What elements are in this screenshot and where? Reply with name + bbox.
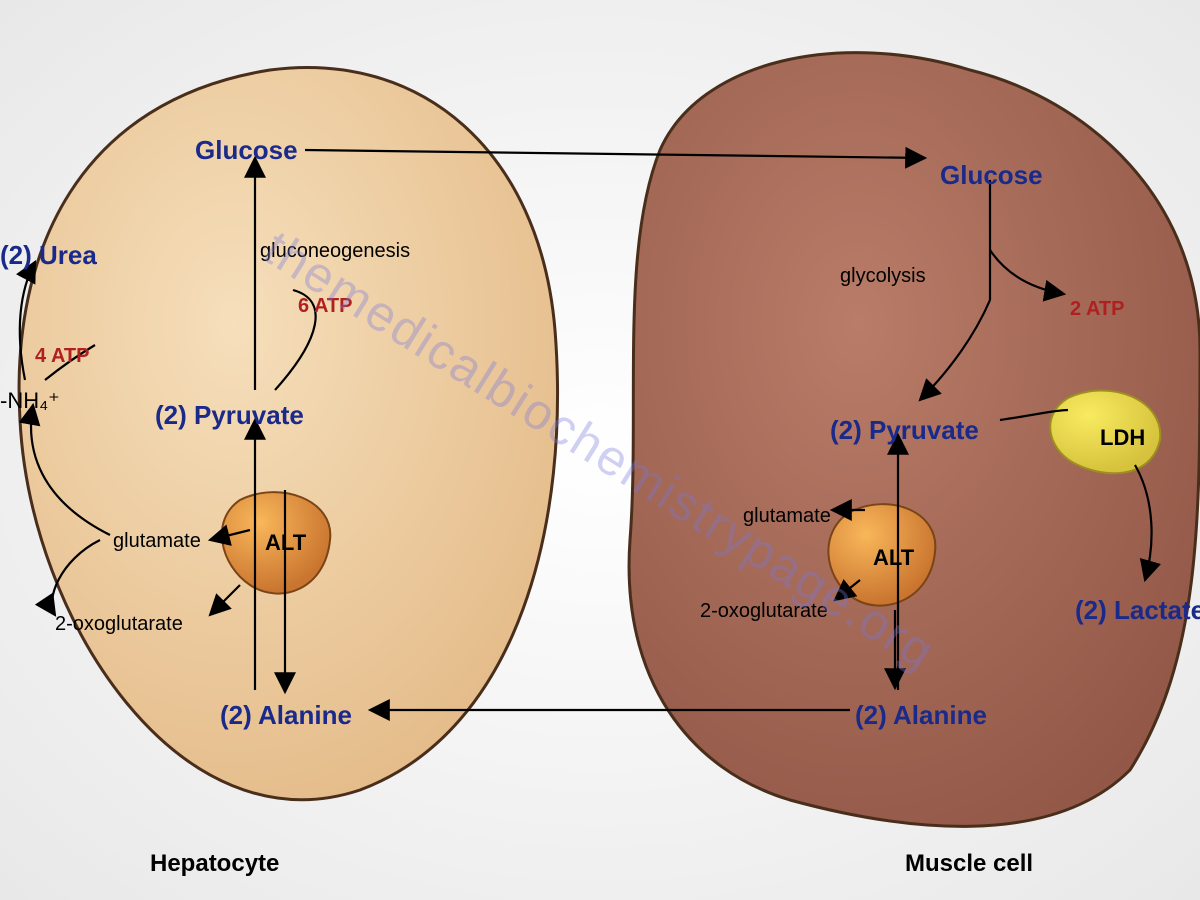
- muscle-lactate-label: (2) Lactate: [1075, 595, 1200, 626]
- ldh-label: LDH: [1100, 425, 1145, 451]
- watermark-text: themedicalbiochemistrypage.org: [254, 219, 946, 681]
- muscle-glutamate-label: glutamate: [743, 505, 831, 528]
- liver-pyruvate-label: (2) Pyruvate: [155, 400, 304, 431]
- muscle-alanine-label: (2) Alanine: [855, 700, 987, 731]
- watermark: themedicalbiochemistrypage.org: [0, 0, 1200, 900]
- arrow: [835, 580, 860, 600]
- arrow: [210, 585, 240, 615]
- muscle-2oxoglutarate-label: 2-oxoglutarate: [700, 600, 828, 623]
- gluconeogenesis-label: gluconeogenesis: [260, 240, 410, 263]
- arrow: [20, 262, 35, 380]
- hepatocyte-shape: [19, 67, 557, 799]
- muscle-pyruvate-label: (2) Pyruvate: [830, 415, 979, 446]
- arrow: [52, 540, 100, 615]
- arrow: [31, 405, 110, 535]
- atp-4-label: 4 ATP: [35, 345, 89, 368]
- arrow: [1000, 410, 1068, 420]
- arrow: [1135, 465, 1152, 580]
- arrow: [920, 300, 990, 400]
- muscle-cell-label: Muscle cell: [905, 850, 1033, 878]
- liver-glutamate-label: glutamate: [113, 530, 201, 553]
- diagram-stage: Glucose (2) Urea -NH₄⁺ (2) Pyruvate glut…: [0, 0, 1200, 900]
- hepatocyte-label: Hepatocyte: [150, 850, 279, 878]
- shapes-layer: [0, 0, 1200, 900]
- liver-glucose-label: Glucose: [195, 135, 298, 166]
- liver-nh4-label: -NH₄⁺: [0, 388, 60, 414]
- liver-2oxoglutarate-label: 2-oxoglutarate: [55, 613, 183, 636]
- liver-urea-label: (2) Urea: [0, 240, 97, 271]
- alt-liver-label: ALT: [265, 530, 306, 556]
- arrow: [990, 250, 1064, 294]
- liver-alanine-label: (2) Alanine: [220, 700, 352, 731]
- glycolysis-label: glycolysis: [840, 265, 926, 288]
- arrow: [210, 530, 250, 540]
- muscle-glucose-label: Glucose: [940, 160, 1043, 191]
- alt-muscle-label: ALT: [873, 545, 914, 571]
- arrow: [305, 150, 925, 158]
- atp-6-label: 6 ATP: [298, 295, 352, 318]
- atp-2-label: 2 ATP: [1070, 298, 1124, 321]
